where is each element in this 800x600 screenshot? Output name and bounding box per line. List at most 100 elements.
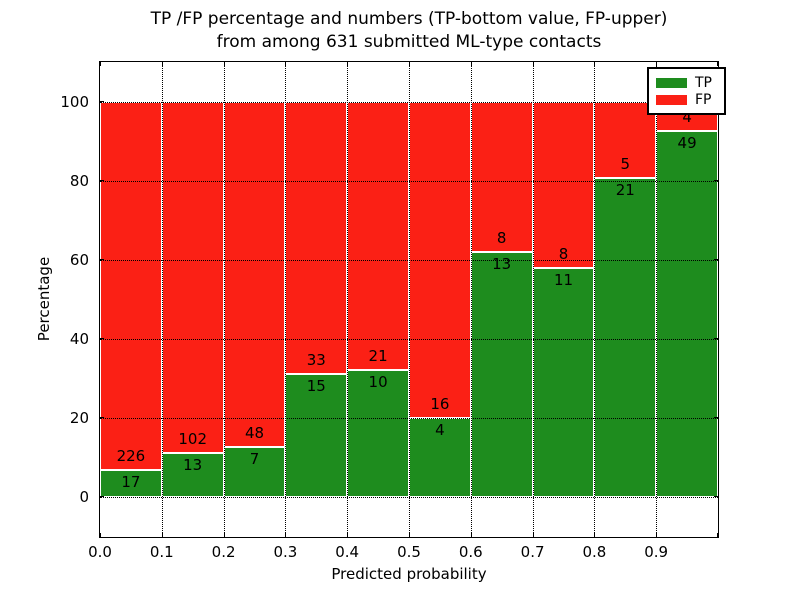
x-gridline: [594, 62, 596, 537]
y-tick-mark: [714, 179, 718, 181]
x-gridline: [161, 62, 163, 537]
bar-tp-count-label: 13: [492, 255, 512, 274]
bar-tp-count-label: 15: [306, 376, 326, 395]
legend-item-tp: TP: [656, 74, 724, 91]
y-gridline: [100, 497, 718, 499]
x-tick-label: 0.5: [397, 543, 421, 561]
x-gridline: [347, 62, 349, 537]
bar-fp-count-label: 8: [558, 245, 569, 264]
x-gridline: [409, 62, 410, 537]
legend-item-fp: FP: [656, 91, 724, 108]
bar-tp-count-label: 21: [615, 180, 635, 199]
x-gridline: [223, 62, 225, 537]
bar-fp-segment: [532, 101, 595, 269]
bar-fp-segment: [223, 101, 286, 448]
y-tick-mark: [100, 338, 104, 340]
y-tick-mark: [714, 338, 718, 340]
x-tick-mark: [470, 533, 472, 537]
y-tick-label: 20: [69, 409, 89, 428]
bar-fp-count-label: 8: [496, 229, 507, 248]
bar-tp-count-label: 4: [435, 421, 445, 440]
y-tick-mark: [714, 258, 718, 260]
x-tick-mark: [409, 533, 410, 537]
bar-fp-count-label: 48: [244, 424, 265, 443]
x-tick-label: 0.9: [644, 543, 669, 561]
x-tick-mark: [717, 533, 718, 537]
y-tick-label: 60: [69, 250, 89, 269]
x-tick-mark: [285, 533, 287, 537]
bar-tp-count-label: 17: [121, 472, 141, 491]
y-tick-mark: [100, 496, 104, 498]
bar-tp-segment: [532, 268, 595, 498]
x-tick-mark: [594, 533, 596, 537]
bar-tp-count-label: 13: [183, 455, 203, 474]
bar-fp-count-label: 16: [430, 395, 450, 414]
x-tick-mark: [100, 62, 101, 66]
x-tick-label: 0.1: [149, 543, 174, 561]
x-tick-mark: [656, 533, 658, 537]
x-gridline: [656, 62, 658, 537]
x-tick-mark: [594, 62, 596, 66]
x-gridline: [470, 62, 472, 537]
legend-label: TP: [695, 74, 712, 91]
bar-fp-segment: [347, 101, 409, 370]
bar-fp-count-label: 21: [368, 346, 388, 365]
x-tick-mark: [100, 533, 101, 537]
bar-fp-count-label: 226: [116, 446, 146, 465]
bar-tp-segment: [656, 131, 718, 498]
bar-tp-segment: [285, 373, 348, 498]
bar-fp-count-label: 102: [178, 429, 207, 448]
x-gridline: [532, 62, 534, 537]
plot-area: 226 17 102 13 48 7 33 15 21 10 16 4 8 13 8 11 5 21 4 49 TP F…: [99, 61, 726, 538]
x-tick-label: 0.3: [273, 543, 298, 561]
y-tick-mark: [100, 258, 104, 260]
bar-tp-count-label: 7: [249, 450, 260, 469]
y-gridline: [100, 180, 718, 182]
y-tick-mark: [100, 100, 104, 102]
chart-title-line2: from among 631 submitted ML-type contact…: [216, 32, 602, 52]
y-gridline: [100, 418, 718, 420]
bar-fp-count-label: 4: [682, 108, 692, 127]
x-tick-mark: [347, 62, 349, 66]
bar-tp-segment: [100, 469, 162, 498]
y-tick-mark: [100, 417, 104, 419]
x-tick-mark: [656, 62, 658, 66]
tp-swatch-icon: [656, 77, 687, 88]
x-tick-mark: [161, 533, 163, 537]
bar-fp-segment: [285, 101, 348, 374]
y-gridline: [100, 101, 718, 103]
x-tick-label: 0.7: [520, 543, 545, 561]
x-tick-label: 0.8: [582, 543, 607, 561]
x-tick-mark: [532, 62, 534, 66]
x-gridline: [285, 62, 287, 537]
y-tick-mark: [714, 417, 718, 419]
y-axis-label: Percentage: [35, 256, 53, 342]
x-tick-mark: [285, 62, 287, 66]
x-tick-mark: [470, 62, 472, 66]
plot-inner: 226 17 102 13 48 7 33 15 21 10 16 4 8 13 8 11 5 21 4 49: [100, 62, 718, 537]
bar-fp-count-label: 5: [620, 154, 631, 173]
y-tick-label: 0: [79, 488, 89, 507]
x-tick-label: 0.2: [211, 543, 236, 561]
bar-tp-count-label: 49: [677, 134, 697, 153]
x-tick-mark: [532, 533, 534, 537]
x-tick-label: 0.0: [88, 543, 112, 561]
x-tick-mark: [409, 62, 410, 66]
bar-tp-segment: [161, 452, 224, 498]
legend-label: FP: [695, 91, 712, 108]
bar-tp-count-label: 10: [368, 372, 388, 391]
x-axis-label: Predicted probability: [331, 565, 487, 583]
x-tick-label: 0.6: [458, 543, 483, 561]
bar-fp-count-label: 33: [306, 350, 326, 369]
fp-swatch-icon: [656, 94, 687, 105]
x-tick-mark: [223, 533, 225, 537]
chart-title: TP /FP percentage and numbers (TP-bottom…: [59, 8, 759, 54]
y-tick-label: 100: [60, 92, 89, 111]
bar-fp-segment: [100, 101, 162, 470]
y-tick-mark: [714, 496, 718, 498]
chart-title-line1: TP /FP percentage and numbers (TP-bottom…: [150, 9, 668, 29]
x-tick-mark: [161, 62, 163, 66]
bar-fp-segment: [161, 101, 224, 453]
y-gridline: [100, 259, 718, 261]
